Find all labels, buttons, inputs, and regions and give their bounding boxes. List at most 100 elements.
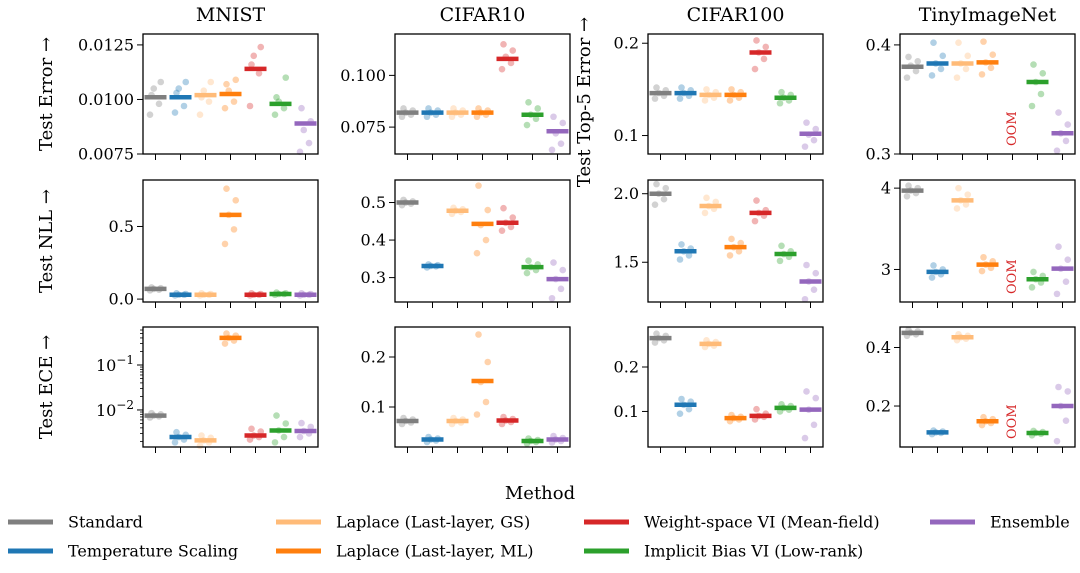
data-point — [509, 214, 517, 221]
data-point — [953, 205, 961, 212]
data-point — [473, 411, 481, 418]
y-tick-label: 0.1 — [614, 126, 639, 145]
data-point — [676, 256, 684, 263]
data-point — [1064, 256, 1072, 264]
data-point — [221, 240, 229, 248]
y-axis-label: Test ECE → — [36, 335, 57, 439]
data-point — [1055, 109, 1062, 116]
data-point — [812, 269, 820, 277]
data-point — [678, 395, 685, 403]
legend-label: Laplace (Last-layer, ML) — [336, 542, 534, 561]
data-point — [246, 102, 254, 110]
data-point — [196, 442, 204, 450]
data-point — [500, 41, 507, 48]
data-point — [760, 55, 768, 63]
y-tick-label: 0.100 — [340, 66, 386, 85]
y-tick-label: 3 — [881, 260, 891, 279]
data-point — [282, 420, 290, 427]
data-point — [735, 247, 743, 255]
data-point — [205, 98, 213, 105]
data-point — [728, 235, 735, 243]
data-point — [1062, 417, 1070, 424]
data-point — [1030, 268, 1037, 276]
data-point — [978, 267, 986, 275]
y-tick-label: 1.5 — [614, 253, 639, 272]
data-point — [751, 217, 759, 225]
data-point — [930, 39, 937, 47]
data-point — [810, 286, 818, 293]
y-tick-label: 4 — [881, 179, 891, 198]
data-point — [232, 76, 240, 84]
data-point — [801, 143, 809, 150]
legend-label: Ensemble — [990, 513, 1070, 532]
data-point — [928, 72, 936, 79]
data-point — [482, 398, 490, 406]
y-tick-label: 0.5 — [109, 217, 134, 236]
data-point — [196, 111, 204, 119]
panel-2-2: 0.1 0.2 — [614, 326, 824, 453]
data-point — [953, 74, 961, 81]
data-point — [905, 53, 912, 61]
data-point — [776, 257, 784, 265]
data-point — [550, 259, 557, 266]
y-tick-label: 0.0075 — [78, 145, 134, 164]
y-tick-label: 0.4 — [866, 35, 891, 54]
data-point — [801, 295, 809, 303]
panel-0-1: 0.075 0.100 CIFAR10 — [340, 4, 571, 160]
data-point — [803, 119, 810, 126]
data-point — [532, 115, 540, 123]
data-point — [810, 136, 818, 144]
y-tick-label: 0.3 — [361, 268, 386, 287]
data-point — [559, 266, 567, 274]
y-tick-label: 0.2 — [614, 34, 639, 53]
data-point — [475, 331, 482, 338]
legend-label: Standard — [68, 513, 143, 532]
data-point — [475, 105, 482, 112]
data-point — [232, 197, 240, 204]
data-point — [810, 421, 818, 429]
y-tick-label: 0.075 — [340, 118, 386, 137]
panel-1-1: 0.3 0.4 0.5 — [361, 179, 571, 308]
data-point — [523, 269, 531, 277]
axes-frame — [647, 179, 824, 303]
data-point — [653, 180, 660, 188]
axes-frame — [394, 326, 571, 448]
data-point — [307, 423, 315, 431]
data-point — [912, 67, 920, 75]
data-point — [173, 428, 180, 436]
data-point — [282, 74, 290, 81]
data-point — [1039, 69, 1047, 77]
data-point — [230, 226, 238, 233]
data-point — [175, 85, 183, 92]
data-point — [180, 102, 188, 110]
legend-item: Laplace (Last-layer, GS) — [276, 513, 530, 532]
data-point — [498, 65, 506, 73]
y-tick-label: 0.0100 — [78, 90, 134, 109]
data-point — [223, 330, 230, 337]
data-point — [223, 185, 230, 193]
data-point — [987, 64, 995, 72]
data-point — [207, 78, 215, 86]
data-point — [1028, 102, 1036, 110]
axes-frame — [142, 326, 319, 448]
data-point — [273, 412, 280, 419]
data-point — [1030, 61, 1037, 68]
data-point — [753, 37, 760, 44]
data-point — [257, 428, 265, 435]
y-tick-label: 10−2 — [96, 398, 134, 420]
data-point — [703, 194, 710, 202]
data-point — [559, 119, 567, 127]
data-point — [298, 104, 305, 112]
data-point — [737, 239, 745, 247]
oom-label: OOM — [1005, 404, 1020, 439]
data-point — [803, 388, 810, 395]
data-point — [534, 105, 542, 112]
y-tick-label: 0.3 — [866, 145, 891, 164]
y-tick-label: 0.4 — [866, 338, 891, 357]
data-point — [550, 113, 557, 121]
data-point — [812, 125, 820, 133]
data-point — [980, 253, 987, 261]
data-point — [676, 95, 684, 102]
panel-1-0: 0.0 0.5 — [109, 179, 319, 309]
data-point — [271, 439, 279, 446]
